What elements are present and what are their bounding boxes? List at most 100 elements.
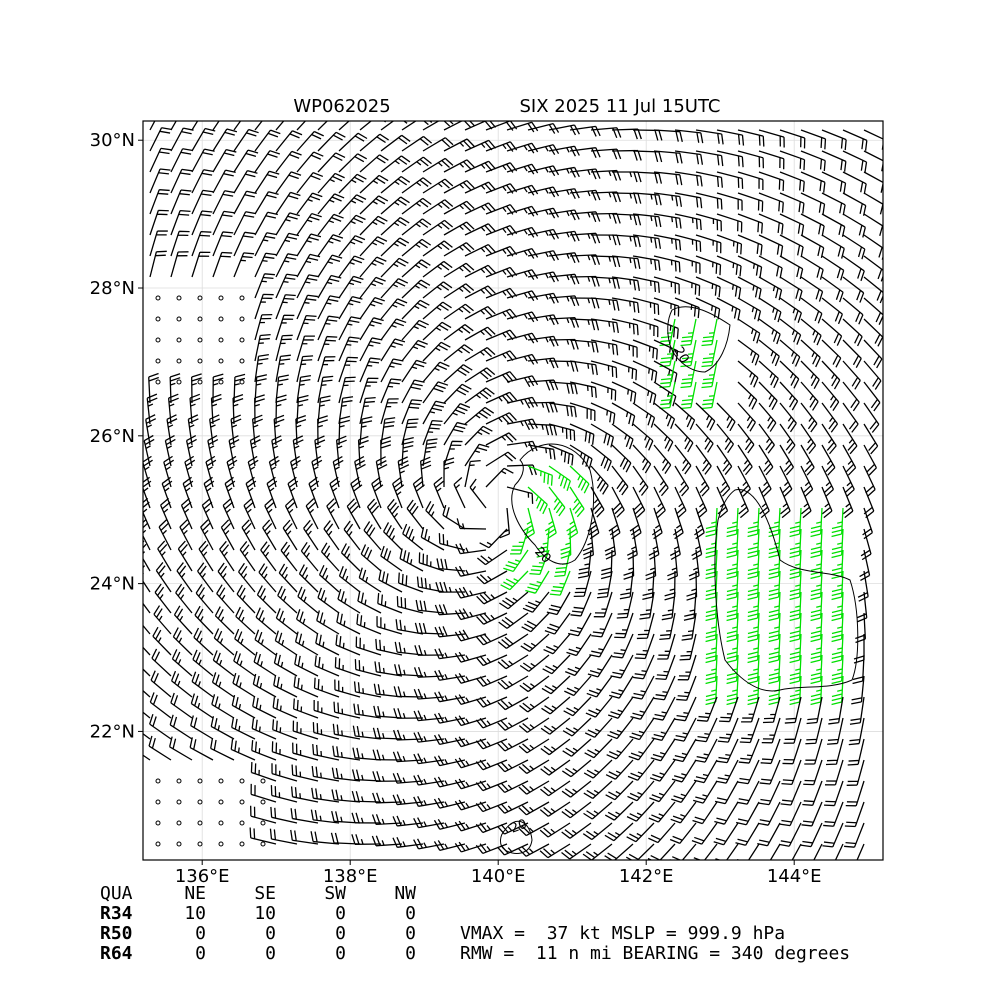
wind-barb: [768, 528, 781, 559]
wind-barb: [779, 276, 803, 302]
wind-barb: [278, 563, 298, 593]
wind-barb: [191, 373, 202, 404]
title-right: SIX 2025 11 Jul 15UTC: [520, 96, 721, 117]
wind-barb: [485, 308, 518, 320]
wind-barb: [695, 423, 714, 453]
calm-marker: [239, 358, 245, 364]
wind-barb: [863, 213, 883, 238]
wind-barb: [569, 211, 601, 223]
wind-barb: [338, 566, 361, 593]
wind-barb: [705, 633, 718, 664]
wind-barb: [296, 233, 322, 257]
wind-barb: [413, 688, 445, 700]
wind-barb: [758, 318, 781, 345]
wind-barb: [316, 610, 340, 635]
wind-barb: [454, 673, 487, 684]
wind-barb: [653, 339, 679, 362]
wind-barb: [273, 652, 298, 677]
wind-barb: [187, 414, 199, 446]
wind-barb: [230, 414, 242, 446]
wind-barb: [191, 121, 199, 131]
wind-barb: [435, 581, 466, 593]
wind-barb: [338, 132, 368, 152]
wind-barb: [359, 133, 389, 152]
wind-barb: [543, 633, 571, 655]
wind-barb: [232, 394, 244, 425]
wind-barb: [674, 192, 703, 209]
wind-barb: [757, 822, 781, 847]
wind-barb: [312, 722, 340, 740]
wind-barb: [372, 771, 403, 782]
wind-barb: [143, 455, 153, 488]
wind-barb: [805, 717, 823, 745]
wind-barb: [380, 175, 411, 194]
wind-barb: [313, 699, 340, 719]
wind-barb: [338, 296, 363, 320]
wind-barb: [415, 599, 445, 614]
wind-barb: [254, 211, 278, 236]
row-label: R64: [100, 943, 133, 964]
wind-barb: [611, 402, 636, 427]
wind-barb: [275, 394, 287, 425]
wind-barb: [737, 192, 764, 212]
wind-barb: [695, 402, 716, 431]
wind-barb: [250, 783, 277, 803]
wind-barb: [736, 780, 760, 805]
wind-barb: [338, 415, 351, 446]
wind-barb: [611, 486, 625, 518]
wind-barb: [780, 780, 802, 806]
wind-barb: [401, 218, 432, 236]
wind-barb: [671, 780, 697, 804]
wind-barb: [632, 402, 656, 428]
wind-barb: [607, 717, 634, 740]
wind-barb: [401, 339, 428, 362]
wind-barb: [591, 612, 613, 638]
wind-barb: [363, 521, 382, 551]
wind-barb: [810, 570, 823, 601]
wind-barb: [485, 266, 518, 278]
wind-barb: [842, 255, 865, 282]
wind-barb: [191, 210, 213, 236]
wind-barb: [377, 593, 403, 614]
wind-barb: [672, 507, 684, 540]
wind-barb: [789, 549, 802, 580]
wind-barb: [352, 747, 382, 761]
wind-barb: [296, 375, 312, 404]
wind-barb: [705, 528, 718, 559]
wind-barb: [747, 612, 760, 643]
wind-barb: [334, 679, 361, 698]
wind-barb: [842, 213, 866, 238]
wind-barb: [590, 255, 621, 268]
wind-barb: [149, 168, 171, 194]
wind-barb: [443, 457, 455, 488]
wind-barb: [354, 456, 366, 488]
wind-barb: [254, 121, 263, 131]
wind-barb: [497, 780, 529, 794]
wind-barb: [778, 822, 802, 847]
wind-barb: [726, 570, 739, 601]
x-tick-label: 142°E: [619, 866, 674, 887]
wind-barb: [800, 423, 817, 455]
table-cell: 0: [335, 923, 346, 944]
wind-barb: [608, 507, 621, 540]
wind-barb: [736, 801, 760, 826]
wind-barb: [519, 675, 550, 693]
wind-barb: [170, 148, 193, 173]
wind-barb: [443, 262, 475, 278]
wind-barb: [590, 444, 612, 472]
wind-barb: [401, 259, 431, 278]
wind-barb: [842, 171, 867, 195]
wind-barb: [455, 565, 487, 577]
wind-barb: [737, 129, 765, 147]
wind-barb: [569, 189, 601, 201]
wind-barb: [821, 171, 847, 194]
wind-barb: [590, 212, 621, 224]
wind-barb: [338, 336, 360, 362]
wind-barb: [358, 567, 382, 593]
wind-barb: [831, 570, 844, 601]
wind-barb: [611, 192, 642, 204]
wind-barb: [692, 801, 718, 825]
wind-barb: [667, 549, 679, 581]
wind-barb: [401, 399, 423, 425]
wind-barb: [686, 570, 698, 601]
